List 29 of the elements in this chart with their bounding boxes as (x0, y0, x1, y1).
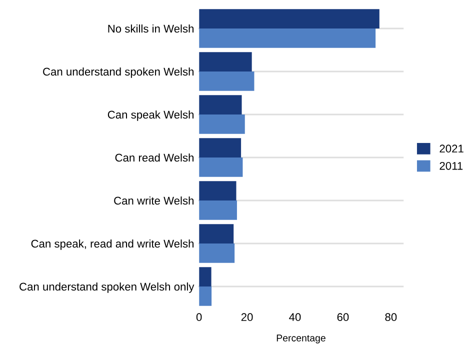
bar (199, 158, 243, 177)
y-tick-label: No skills in Welsh (108, 24, 194, 33)
y-tick-label: Can understand spoken Welsh only (20, 282, 194, 293)
x-tick-label: 80 (385, 313, 397, 322)
y-tick-label: Can read Welsh (115, 153, 194, 162)
bar (199, 28, 376, 48)
bar (199, 114, 245, 134)
bar (199, 244, 235, 263)
x-tick-label: 60 (337, 313, 349, 322)
bar (199, 267, 212, 286)
x-axis-title: Percentage (276, 334, 326, 344)
x-tick-label: 40 (289, 313, 301, 322)
y-tick-label: Can speak Welsh (108, 110, 194, 121)
bar (199, 95, 242, 114)
legend-label: 2021 (440, 144, 464, 153)
legend-label: 2011 (440, 162, 463, 170)
y-tick-label: Can write Welsh (114, 196, 194, 205)
bar (199, 9, 380, 28)
bar (199, 181, 236, 200)
bar (199, 138, 242, 158)
y-tick-label: Can understand spoken Welsh (43, 67, 194, 78)
bar (199, 286, 212, 306)
x-tick-label: 20 (241, 313, 253, 322)
y-tick-label: Can speak, read and write Welsh (31, 239, 194, 250)
bar (199, 72, 254, 91)
bar (199, 52, 252, 72)
bar (199, 224, 234, 244)
bar (199, 200, 237, 220)
x-tick-label: 0 (196, 313, 202, 322)
